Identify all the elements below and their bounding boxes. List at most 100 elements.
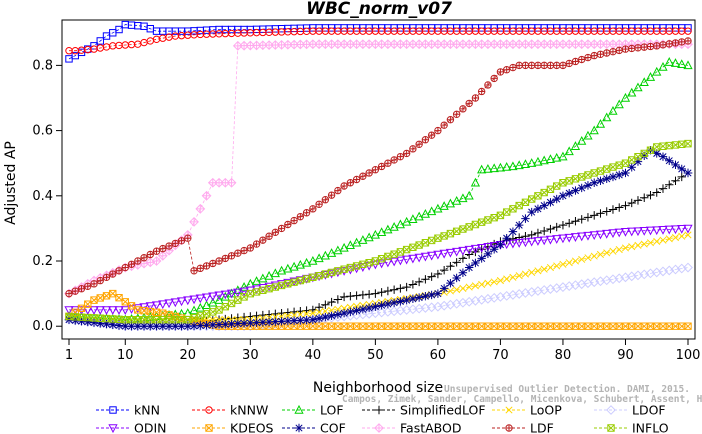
data-point-inflo (209, 308, 217, 316)
data-point-odin (239, 287, 249, 297)
data-point-inflo (290, 278, 298, 286)
data-point-simplifiedlof (552, 222, 561, 232)
data-point-cof (164, 322, 174, 331)
data-point-lof (670, 58, 681, 67)
data-point-odin (83, 306, 93, 315)
data-point-cof (152, 322, 161, 331)
data-point-inflo (584, 171, 592, 179)
data-point-lof (464, 190, 474, 200)
data-point-ldf (446, 116, 455, 124)
data-point-ldf (165, 242, 173, 250)
data-point-cof (177, 322, 186, 331)
data-point-ldf (271, 228, 280, 236)
data-point-lof (339, 242, 349, 252)
data-point-ldf (277, 224, 286, 233)
data-point-lof (483, 163, 493, 173)
data-point-inflo (590, 169, 598, 177)
data-point-inflo (271, 283, 280, 291)
data-point-inflo (459, 225, 467, 233)
data-point-cof (396, 297, 405, 306)
data-point-cof (221, 320, 230, 329)
data-point-lof (351, 237, 362, 247)
credit-line-2: Campos, Zimek, Sander, Campello, Micenko… (342, 394, 702, 405)
y-tick-label: 0.0 (32, 319, 53, 334)
data-point-cof (552, 194, 561, 204)
data-point-cof (402, 295, 411, 305)
data-point-cof (640, 151, 649, 161)
data-point-odin (608, 229, 618, 239)
data-point-cof (296, 316, 305, 325)
data-point-cof (96, 319, 105, 328)
data-point-inflo (334, 267, 342, 275)
data-point-cof (621, 168, 630, 178)
data-point-odin (195, 294, 205, 304)
data-point-kdeos (584, 322, 592, 330)
data-point-lof (495, 162, 506, 172)
data-point-ldf (621, 45, 630, 53)
y-tick-label: 0.6 (32, 124, 53, 139)
data-point-odin (545, 235, 556, 245)
data-point-loop (584, 254, 592, 262)
data-point-lof (189, 305, 199, 315)
data-point-inflo (234, 296, 242, 304)
data-point-inflo (578, 173, 586, 181)
data-point-cof (364, 303, 374, 313)
data-point-fastabod (189, 216, 199, 227)
series-line-ldof (68, 267, 689, 327)
data-point-odin (483, 242, 493, 252)
data-point-odin (470, 244, 481, 254)
data-point-loop (515, 272, 523, 280)
data-point-loop (578, 255, 586, 263)
chart-title: WBC_norm_v07 (306, 0, 452, 19)
data-point-odin (170, 298, 180, 308)
data-point-lof (301, 257, 312, 267)
data-point-ldf (202, 262, 211, 270)
data-point-simplifiedlof (427, 272, 436, 281)
data-point-lof (458, 193, 468, 203)
data-point-loop (315, 308, 323, 316)
data-point-ldf (65, 289, 73, 298)
data-point-odin (289, 277, 299, 287)
x-tick-label: 30 (242, 348, 259, 363)
data-point-loop (628, 243, 636, 251)
data-point-ldof (107, 319, 118, 330)
data-point-cof (264, 317, 274, 327)
data-point-loop (609, 247, 617, 255)
data-point-inflo (440, 232, 448, 240)
data-point-lof (477, 164, 487, 174)
data-point-simplifiedlof (533, 228, 543, 238)
data-point-loop (646, 239, 655, 247)
data-point-inflo (552, 182, 561, 190)
data-point-fastabod (195, 203, 206, 214)
legend-item-lof: LOF (282, 403, 344, 418)
data-point-odin (183, 296, 193, 306)
data-point-inflo (421, 239, 430, 247)
legend-label-simplifiedlof: SimplifiedLOF (400, 403, 486, 418)
data-point-simplifiedlof (571, 217, 580, 226)
data-point-cof (471, 258, 480, 268)
data-point-loop (453, 286, 461, 294)
data-point-ldf (365, 169, 373, 177)
data-point-simplifiedlof (421, 275, 430, 284)
data-point-cof (258, 318, 268, 327)
data-point-lof (570, 141, 581, 150)
data-point-lof (595, 119, 606, 128)
data-point-cof (158, 322, 167, 331)
legend-item-simplifiedlof: SimplifiedLOF (362, 403, 486, 418)
data-point-lof (664, 57, 674, 66)
data-point-loop (659, 236, 667, 244)
data-point-odin (395, 256, 406, 266)
data-point-inflo (246, 289, 255, 298)
data-point-odin (176, 297, 187, 307)
data-point-kdeos (634, 322, 642, 330)
data-point-inflo (215, 306, 223, 314)
data-point-lof (652, 66, 662, 76)
data-point-inflo (359, 260, 367, 268)
data-point-kdeos (609, 322, 617, 330)
data-point-simplifiedlof (508, 234, 518, 244)
data-point-ldf (221, 254, 230, 263)
data-point-cof (489, 245, 499, 254)
data-point-odin (595, 230, 606, 240)
series-kdeos (65, 289, 692, 330)
data-point-ldf (121, 263, 129, 272)
